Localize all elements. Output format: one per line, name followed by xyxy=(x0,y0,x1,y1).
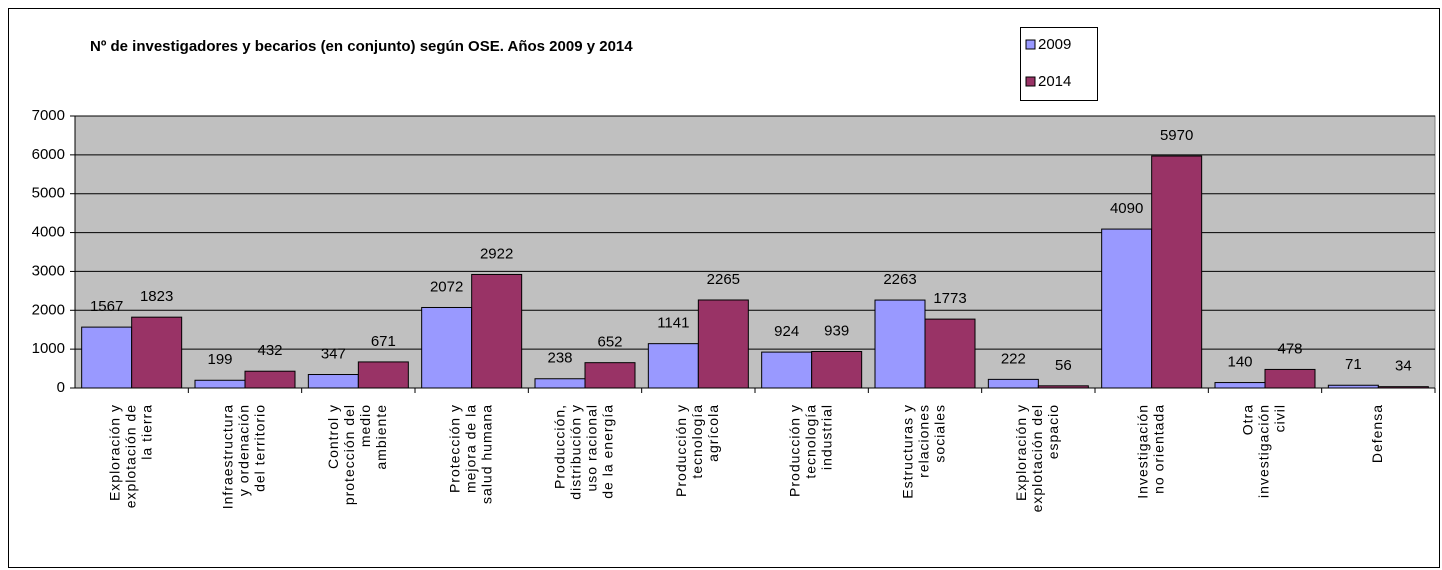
bar xyxy=(811,351,863,389)
x-tick-label: Infraestructura xyxy=(220,404,236,509)
x-tick-label: tecnología xyxy=(689,404,705,479)
value-label: 2263 xyxy=(883,271,916,288)
x-tick-label: Exploración y xyxy=(106,404,122,501)
value-label: 347 xyxy=(321,345,346,362)
bar xyxy=(357,361,409,389)
legend-swatch xyxy=(1025,39,1036,50)
value-label: 939 xyxy=(824,322,849,339)
bar xyxy=(131,316,183,389)
x-tick-label: Control y xyxy=(325,404,341,469)
bar xyxy=(761,351,813,389)
y-tick-label: 2000 xyxy=(32,301,65,318)
value-label: 652 xyxy=(597,334,622,351)
y-tick-label: 7000 xyxy=(32,107,65,124)
value-label: 2265 xyxy=(707,271,740,288)
y-tick-label: 6000 xyxy=(32,146,65,163)
bar xyxy=(647,343,699,389)
x-tick-label: tecnología xyxy=(802,404,818,479)
legend-label: 2009 xyxy=(1038,36,1071,53)
x-tick-label: de la energía xyxy=(600,404,616,499)
y-tick-label: 0 xyxy=(57,379,65,396)
x-tick-label: sociales xyxy=(932,404,948,463)
value-label: 140 xyxy=(1227,354,1252,371)
x-tick-label: la tierra xyxy=(138,404,154,460)
x-tick-label: Exploración y xyxy=(1013,404,1029,501)
y-tick-label: 5000 xyxy=(32,185,65,202)
x-tick-label: Otra xyxy=(1240,404,1256,435)
x-tick-label: protección del xyxy=(341,404,357,505)
x-tick-label: Investigación xyxy=(1134,404,1150,499)
bar xyxy=(244,370,296,389)
chart-title: Nº de investigadores y becarios (en conj… xyxy=(90,38,633,55)
bar xyxy=(697,299,749,389)
value-label: 1773 xyxy=(933,290,966,307)
x-tick-label: Producción, xyxy=(552,404,568,489)
bar xyxy=(1264,368,1316,389)
x-tick-label: Defensa xyxy=(1369,404,1385,463)
value-label: 199 xyxy=(207,351,232,368)
x-tick-label: uso racional xyxy=(584,404,600,492)
x-tick-label: salud humana xyxy=(478,404,494,504)
bar xyxy=(924,318,976,389)
value-label: 1823 xyxy=(140,288,173,305)
bar xyxy=(471,273,523,389)
value-label: 56 xyxy=(1055,357,1072,374)
bar xyxy=(1214,382,1266,389)
bar xyxy=(874,299,926,389)
x-tick-label: espacio xyxy=(1045,404,1061,459)
value-label: 924 xyxy=(774,323,799,340)
bar xyxy=(1151,155,1203,389)
value-label: 4090 xyxy=(1110,200,1143,217)
x-tick-label: civil xyxy=(1272,404,1288,432)
x-tick-label: medio xyxy=(357,404,373,447)
bar xyxy=(421,306,473,389)
value-label: 1141 xyxy=(657,315,689,332)
x-tick-label: y ordenación xyxy=(236,404,252,496)
x-tick-label: Estructuras y xyxy=(900,404,916,499)
x-tick-label: Producción y xyxy=(786,404,802,497)
x-tick-label: no orientada xyxy=(1150,404,1166,494)
x-tick-label: investigación xyxy=(1256,404,1272,498)
value-label: 432 xyxy=(257,342,282,359)
bar xyxy=(194,379,246,389)
value-label: 71 xyxy=(1345,356,1362,373)
x-tick-label: explotación del xyxy=(1029,404,1045,512)
x-tick-label: del territorio xyxy=(252,404,268,492)
value-label: 671 xyxy=(371,333,396,350)
bar xyxy=(81,326,133,389)
value-label: 2072 xyxy=(430,278,463,295)
legend-label: 2014 xyxy=(1038,73,1071,90)
x-tick-label: ambiente xyxy=(373,404,389,470)
bar xyxy=(534,378,586,389)
bar xyxy=(584,362,636,389)
plot-area xyxy=(74,115,1436,389)
bar xyxy=(987,378,1039,389)
value-label: 222 xyxy=(1001,350,1026,367)
bar xyxy=(1101,228,1153,389)
x-tick-label: mejora de la xyxy=(462,404,478,493)
value-label: 478 xyxy=(1277,340,1302,357)
x-tick-label: explotación de xyxy=(122,404,138,508)
x-tick-label: industrial xyxy=(818,404,834,470)
value-label: 5970 xyxy=(1160,127,1193,144)
y-tick-label: 1000 xyxy=(32,340,65,357)
legend-swatch xyxy=(1025,76,1036,87)
value-label: 2922 xyxy=(480,245,513,262)
x-tick-label: distribución y xyxy=(568,404,584,500)
x-tick-label: Protección y xyxy=(446,404,462,493)
value-label: 1567 xyxy=(90,298,123,315)
value-label: 238 xyxy=(547,350,572,367)
value-label: 34 xyxy=(1395,358,1412,375)
x-tick-label: Producción y xyxy=(673,404,689,497)
x-tick-label: agrícola xyxy=(705,404,721,462)
bar xyxy=(307,374,359,389)
x-tick-label: relaciones xyxy=(916,404,932,478)
y-tick-label: 3000 xyxy=(32,262,65,279)
y-tick-label: 4000 xyxy=(32,224,65,241)
